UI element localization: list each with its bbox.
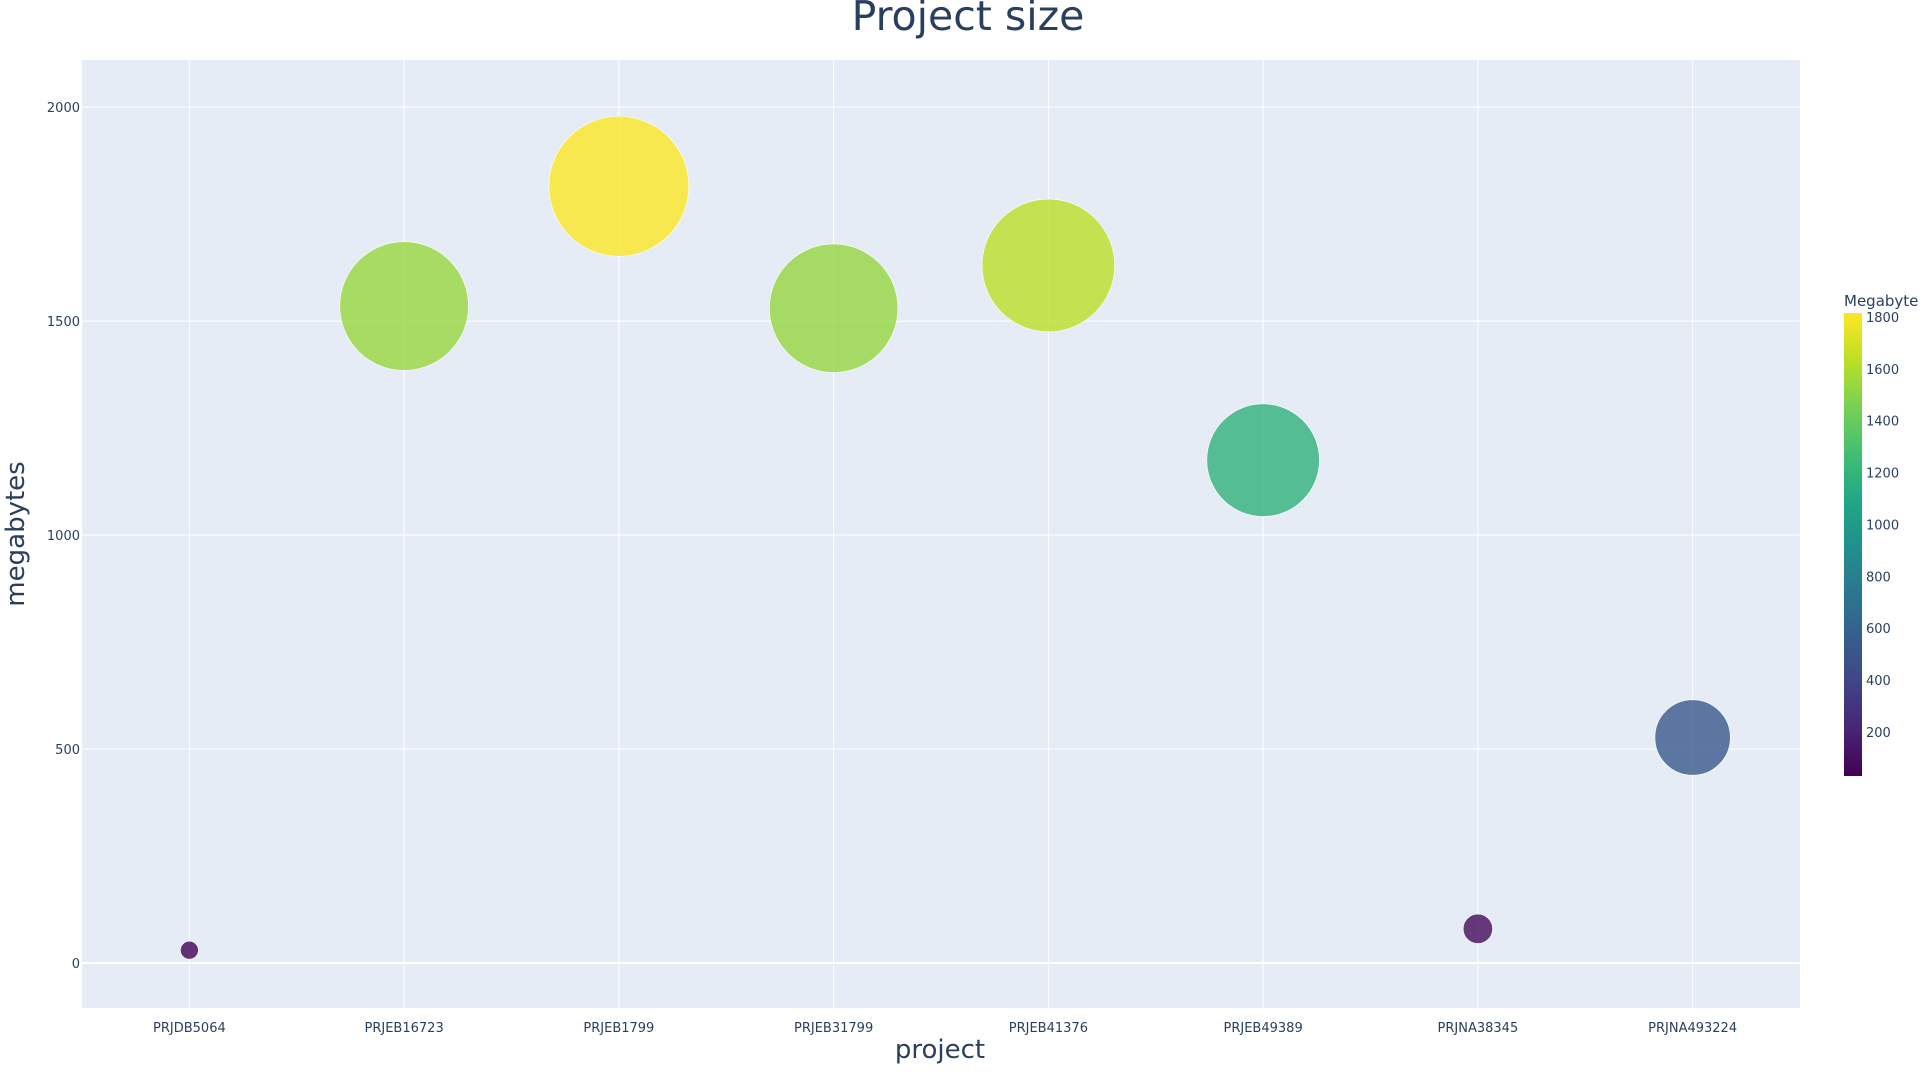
colorbar-tick-label: 600: [1866, 622, 1891, 637]
x-tick-label: PRJEB1799: [583, 1021, 654, 1036]
x-tick-label: PRJEB41376: [1009, 1021, 1088, 1036]
colorbar-title: Megabyte: [1844, 292, 1918, 310]
bubble-point[interactable]: [1462, 913, 1493, 944]
x-tick-label: PRJEB31799: [794, 1021, 873, 1036]
x-axis-ticks: PRJDB5064 PRJEB16723 PRJEB1799 PRJEB31799 PR…: [153, 1021, 1737, 1036]
x-tick-label: PRJNA38345: [1438, 1021, 1519, 1036]
x-tick-label: PRJDB5064: [153, 1021, 226, 1036]
bubble-point[interactable]: [548, 115, 690, 257]
x-tick-label: PRJNA493224: [1648, 1021, 1737, 1036]
plot-area: [82, 60, 1800, 1008]
colorbar-gradient: [1844, 313, 1862, 776]
x-tick-label: PRJEB49389: [1224, 1021, 1303, 1036]
colorbar-tick-label: 1400: [1866, 415, 1899, 430]
chart-title: Project size: [852, 0, 1085, 40]
colorbar: Megabyte 200 400 600 800 1000 1200 1400 1600 180…: [1844, 292, 1918, 776]
bubble-point[interactable]: [1654, 699, 1731, 776]
colorbar-tick-label: 400: [1866, 674, 1891, 689]
y-tick-label: 0: [72, 957, 80, 972]
bubble-point[interactable]: [339, 241, 469, 371]
y-tick-label: 1500: [47, 315, 80, 330]
bubble-point[interactable]: [1206, 403, 1320, 517]
y-axis-ticks: 0 500 1000 1500 2000: [47, 101, 80, 972]
y-axis-title: megabytes: [1, 461, 31, 606]
colorbar-tick-label: 1200: [1866, 467, 1899, 482]
bubbles: [180, 115, 1731, 960]
y-tick-label: 2000: [47, 101, 80, 116]
colorbar-tick-label: 1000: [1866, 518, 1899, 533]
bubble-point[interactable]: [769, 243, 899, 373]
colorbar-tick-label: 200: [1866, 726, 1891, 741]
colorbar-tick-label: 1800: [1866, 311, 1899, 326]
y-tick-label: 1000: [47, 529, 80, 544]
colorbar-ticks: 200 400 600 800 1000 1200 1400 1600 1800: [1866, 311, 1899, 741]
colorbar-tick-label: 1600: [1866, 363, 1899, 378]
x-axis-title: project: [895, 1035, 985, 1065]
colorbar-tick-label: 800: [1866, 570, 1891, 585]
bubble-point[interactable]: [981, 198, 1116, 333]
y-tick-label: 500: [55, 743, 80, 758]
x-tick-label: PRJEB16723: [365, 1021, 444, 1036]
bubble-point[interactable]: [180, 940, 199, 960]
